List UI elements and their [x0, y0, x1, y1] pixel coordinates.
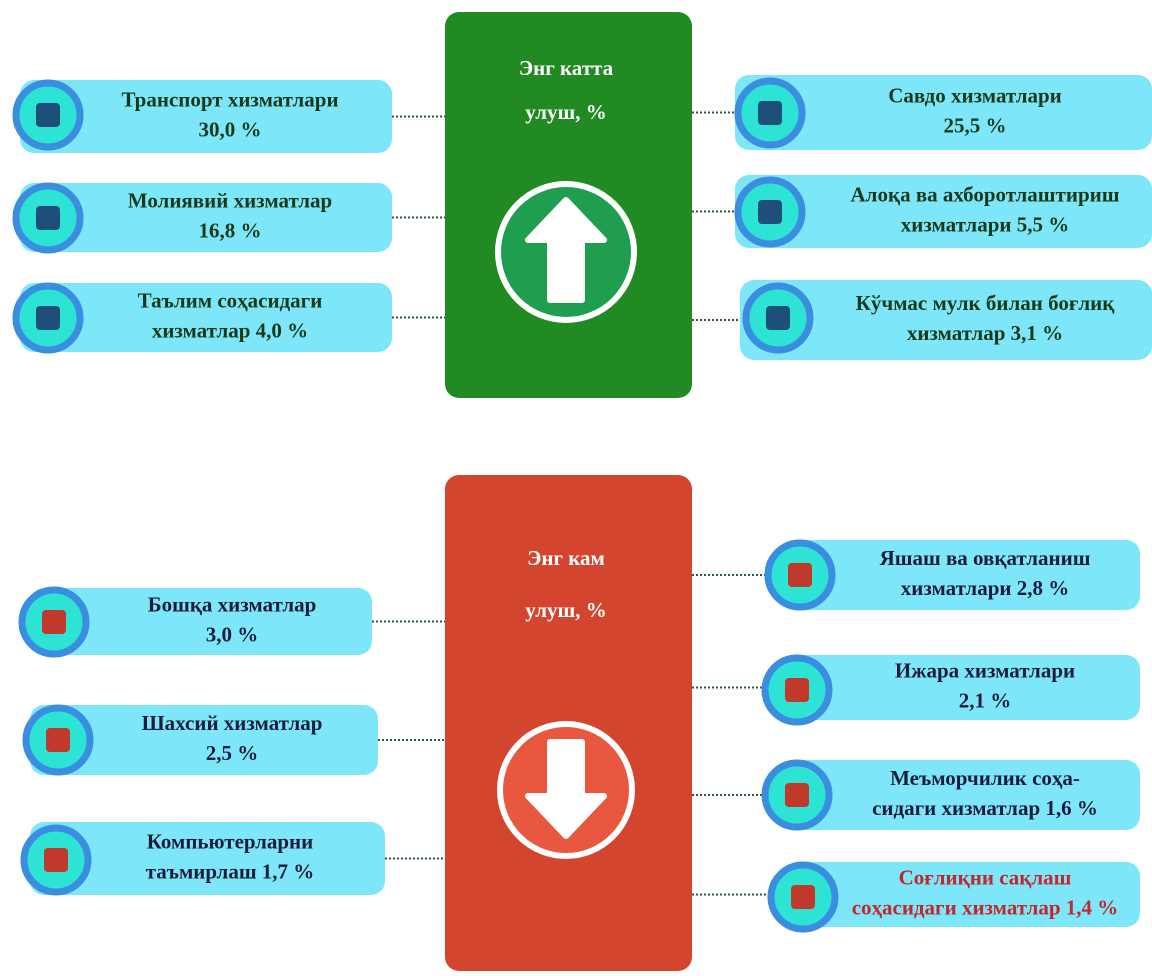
item-pill — [740, 280, 1152, 360]
item-text: 30,0 % — [199, 117, 262, 141]
item-pill — [30, 822, 385, 895]
item-text: Таълим соҳасидаги — [138, 288, 323, 312]
icon-glyph — [766, 306, 790, 330]
item-pill — [790, 760, 1140, 830]
item-text: Транспорт хизматлари — [121, 87, 338, 111]
item-text: 3,0 % — [206, 622, 259, 646]
item-text: Компьютерларни — [147, 829, 314, 853]
item-text: Бошқа хизматлар — [148, 592, 317, 616]
item-text: Кўчмас мулк билан боғлиқ — [856, 291, 1116, 315]
item-text: хизматлар 3,1 % — [907, 321, 1063, 345]
item-text: хизматлари 5,5 % — [901, 212, 1069, 236]
icon-glyph — [785, 783, 809, 807]
panel-title: улуш, % — [525, 100, 607, 124]
icon-glyph — [788, 563, 812, 587]
item-pill — [735, 75, 1152, 150]
item-pill — [30, 705, 378, 775]
panel-title: улуш, % — [525, 598, 607, 622]
item-text: Шахсий хизматлар — [142, 711, 323, 735]
icon-glyph — [46, 728, 70, 752]
icon-glyph — [44, 848, 68, 872]
item-text: таъмирлаш 1,7 % — [146, 859, 315, 883]
item-pill — [30, 588, 372, 655]
item-pill — [800, 862, 1140, 927]
icon-glyph — [758, 200, 782, 224]
item-text: 2,1 % — [959, 688, 1012, 712]
item-text: 16,8 % — [199, 218, 262, 242]
item-text: Савдо хизматлари — [888, 83, 1062, 107]
item-pill — [20, 283, 392, 352]
items: Энг катта улуш, % Энг кам улуш, % Транспорт … — [12, 56, 1152, 933]
panel-title: Энг кам — [527, 546, 605, 570]
item-pill — [790, 655, 1140, 720]
item-text: Ижара хизматлари — [895, 658, 1075, 682]
item-text: 2,5 % — [206, 741, 259, 765]
icon-glyph — [36, 206, 60, 230]
item-pill — [20, 183, 392, 252]
icon-glyph — [36, 306, 60, 330]
item-text: Соғлиқни сақлаш — [899, 865, 1072, 889]
icon-glyph — [42, 610, 66, 634]
item-text: Алоқа ва ахборотлаштириш — [851, 182, 1120, 206]
up-arrow — [525, 197, 607, 303]
item-text: 25,5 % — [944, 113, 1007, 137]
item-text: сидаги хизматлар 1,6 % — [872, 796, 1098, 820]
icon-glyph — [758, 101, 782, 125]
item-text: Яшаш ва овқатланиш — [880, 546, 1091, 570]
panel-title: Энг катта — [519, 56, 614, 80]
item-text: хизматлари 2,8 % — [901, 576, 1069, 600]
item-text: соҳасидаги хизматлар 1,4 % — [852, 895, 1119, 919]
icon-glyph — [791, 885, 815, 909]
item-text: хизматлар 4,0 % — [152, 318, 308, 342]
icon-glyph — [36, 103, 60, 127]
down-arrow — [525, 739, 607, 839]
item-text: Молиявий хизматлар — [128, 188, 332, 212]
item-text: Меъморчилик соҳа- — [890, 766, 1080, 790]
item-pill — [735, 175, 1152, 248]
icon-glyph — [785, 678, 809, 702]
item-pill — [780, 540, 1140, 610]
item-pill — [20, 80, 392, 153]
